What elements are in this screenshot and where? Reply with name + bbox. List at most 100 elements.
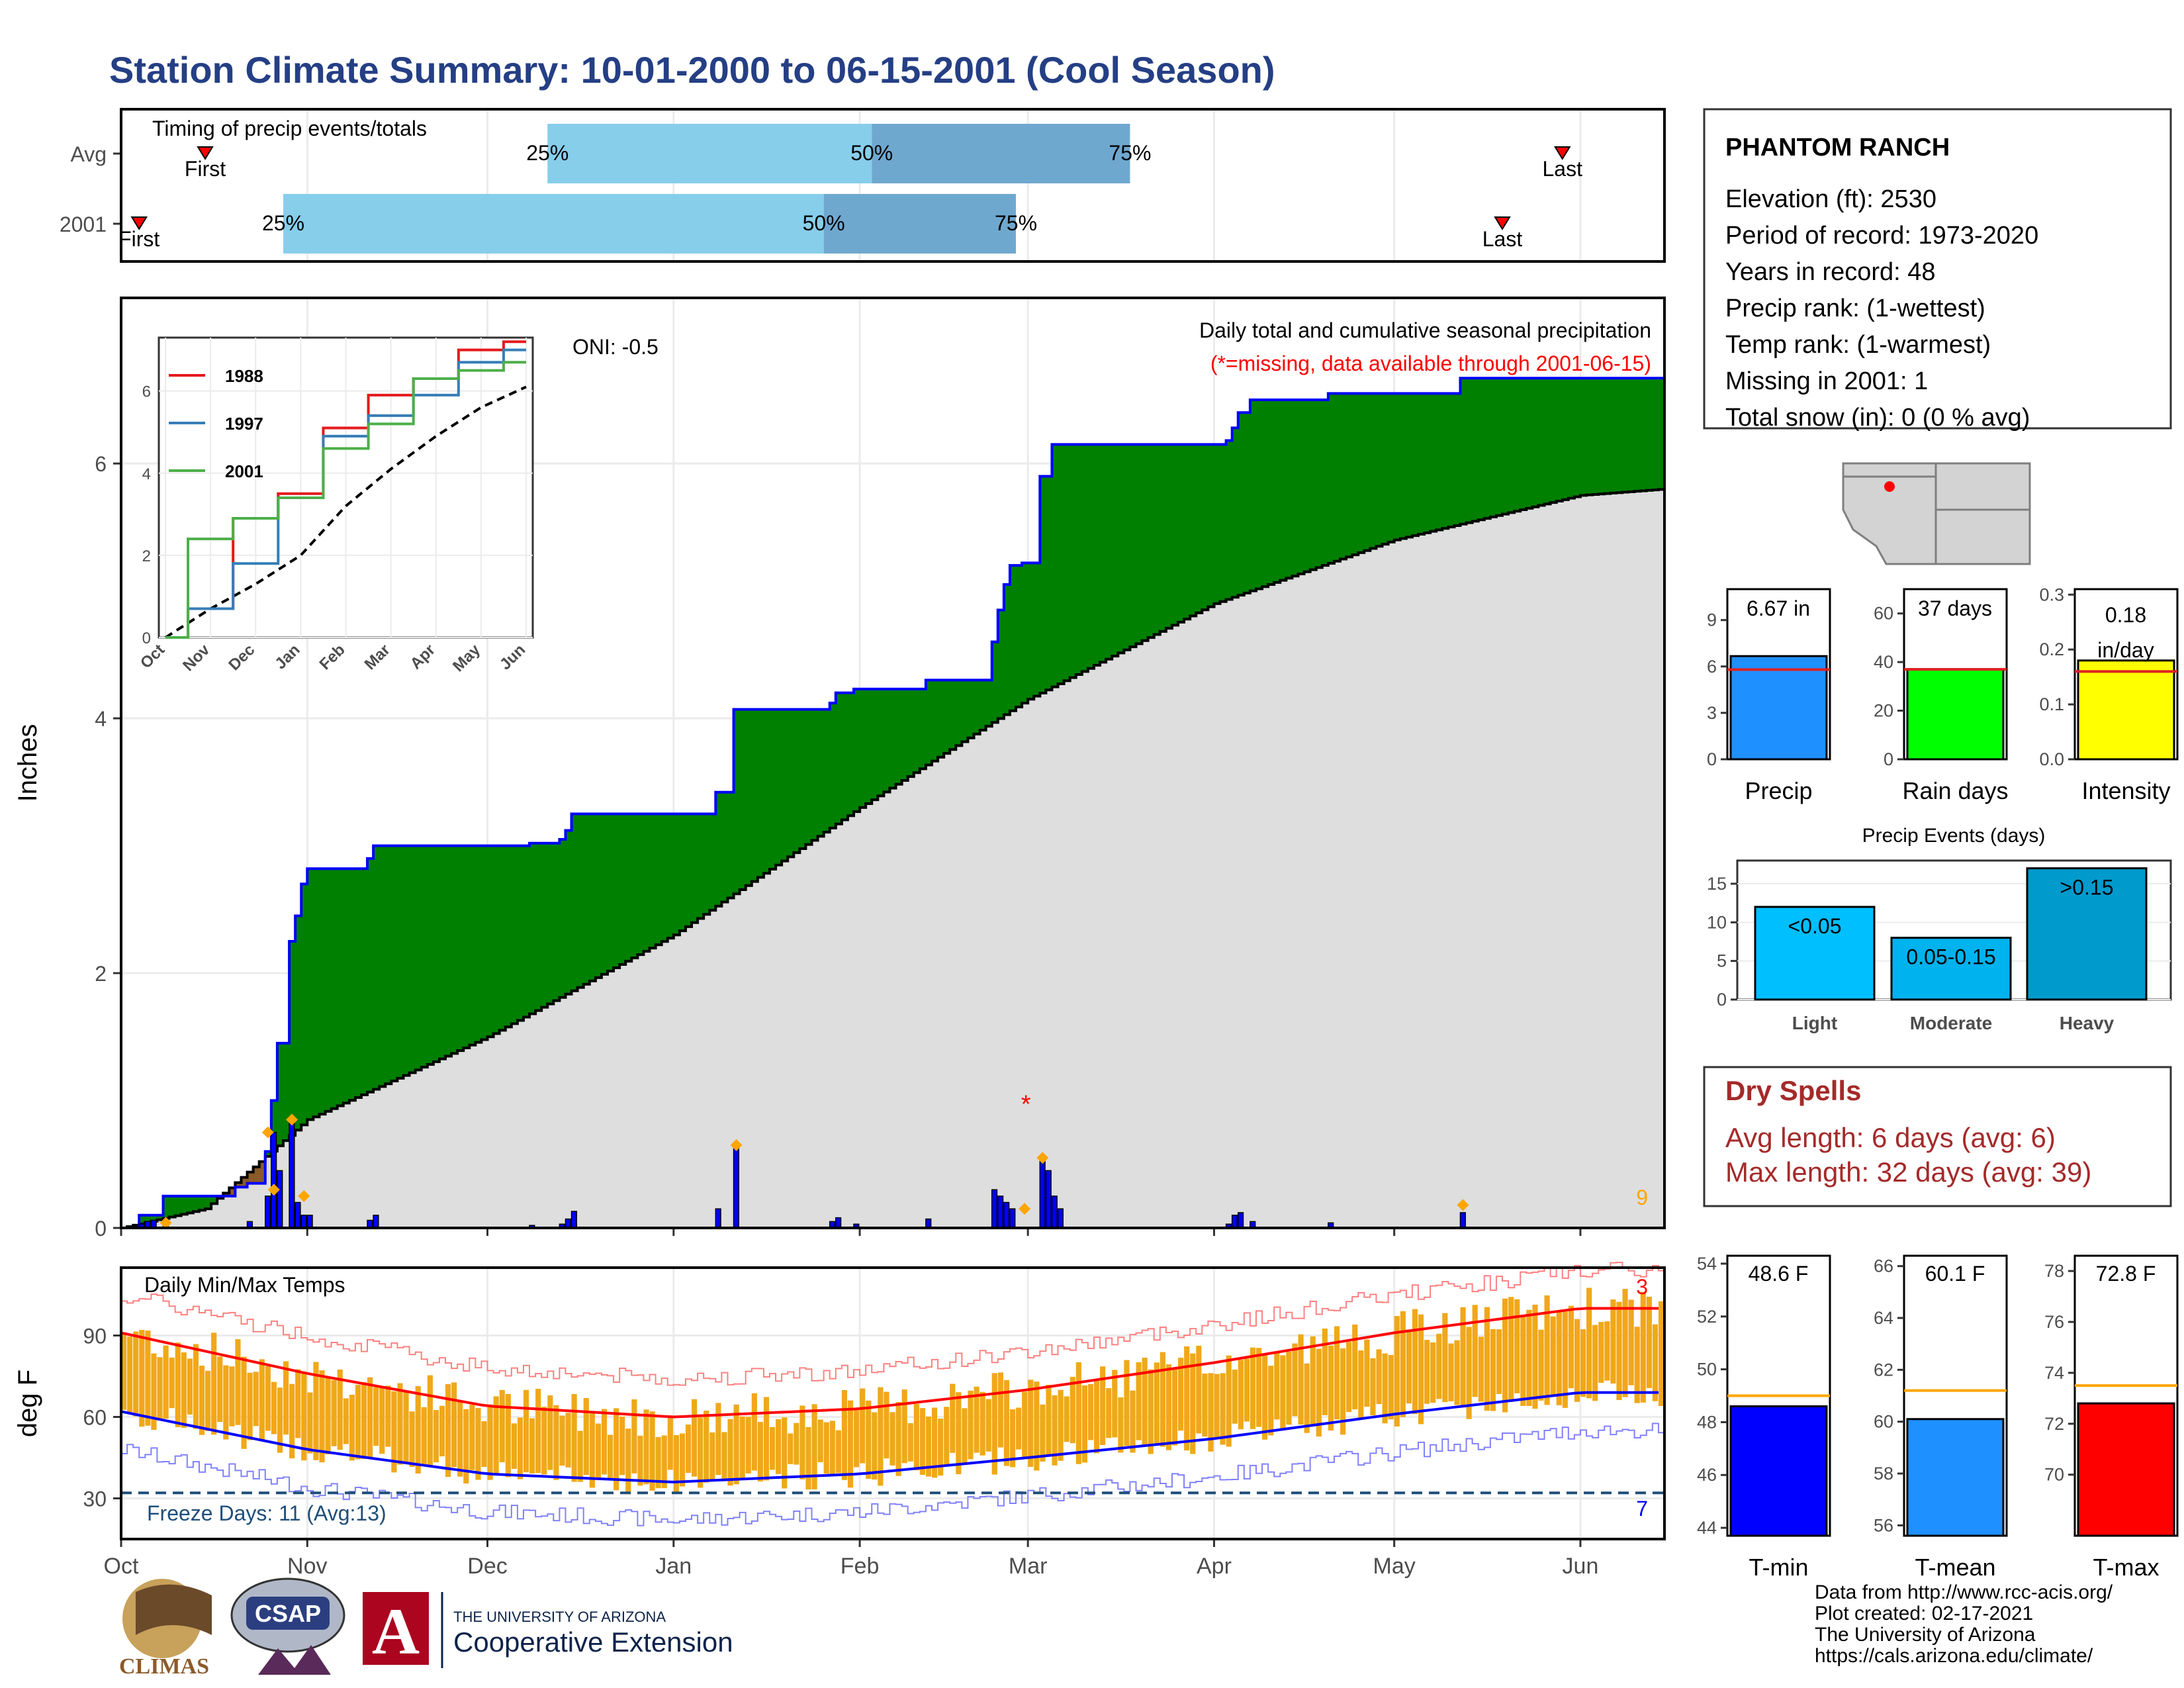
last-label: Last bbox=[1543, 157, 1583, 181]
bar-ytick-label: 56 bbox=[1874, 1515, 1893, 1535]
station-line: Temp rank: (1-warmest) bbox=[1725, 331, 1991, 359]
daily-temp-bar bbox=[968, 1390, 974, 1460]
precip-ytick-label: 6 bbox=[95, 452, 107, 476]
daily-temp-bar bbox=[1165, 1364, 1172, 1450]
precip-rank-diamond bbox=[730, 1139, 743, 1151]
daily-temp-bar bbox=[553, 1405, 559, 1480]
inset-series-line bbox=[165, 348, 526, 639]
timing-pct-label: 75% bbox=[995, 211, 1037, 235]
daily-temp-bar bbox=[601, 1409, 608, 1475]
daily-temp-bar bbox=[769, 1427, 776, 1470]
dry-box-border bbox=[1703, 1066, 2172, 1207]
daily-temp-bar bbox=[313, 1362, 319, 1460]
bar-value-label: 6.67 in bbox=[1747, 596, 1810, 620]
daily-temp-bar bbox=[133, 1331, 139, 1417]
bar-ytick-label: 64 bbox=[1874, 1308, 1893, 1328]
bar-ytick-label: 70 bbox=[2044, 1465, 2064, 1485]
daily-temp-bar bbox=[379, 1386, 385, 1454]
daily-temp-bar bbox=[349, 1394, 355, 1461]
bar-label: T-min bbox=[1749, 1554, 1809, 1581]
daily-temp-bar bbox=[944, 1407, 950, 1466]
station-line: Missing in 2001: 1 bbox=[1725, 367, 1928, 395]
daily-temp-bar bbox=[1352, 1324, 1358, 1410]
daily-temp-bar bbox=[985, 1399, 991, 1452]
bar-ytick-label: 72 bbox=[2044, 1414, 2064, 1434]
daily-precip-bar bbox=[991, 1189, 998, 1229]
daily-temp-bar bbox=[301, 1372, 307, 1461]
climas-logo-text: CLIMAS bbox=[119, 1654, 209, 1679]
daily-precip-bar bbox=[1003, 1201, 1010, 1229]
timing-pct-label: 50% bbox=[850, 141, 893, 165]
daily-temp-bar bbox=[1220, 1373, 1226, 1445]
daily-temp-bar bbox=[175, 1342, 181, 1427]
footer-line: Plot created: 02-17-2021 bbox=[1815, 1603, 2033, 1624]
bar-label: Rain days bbox=[1902, 777, 2008, 804]
bar-ytick-label: 9 bbox=[1707, 610, 1717, 630]
region-map bbox=[1842, 462, 2031, 565]
daily-temp-bar bbox=[733, 1404, 739, 1485]
daily-temp-bar bbox=[1280, 1355, 1286, 1429]
daily-temp-bar bbox=[535, 1389, 541, 1474]
daily-temp-bar bbox=[679, 1433, 686, 1487]
record-high-count: 3 bbox=[1636, 1275, 1648, 1299]
daily-temp-bar bbox=[1478, 1336, 1484, 1402]
daily-temp-bar bbox=[1466, 1327, 1472, 1419]
daily-temp-bar bbox=[343, 1398, 349, 1444]
daily-temp-bar bbox=[163, 1345, 169, 1419]
daily-temp-bar bbox=[1009, 1409, 1016, 1468]
daily-temp-bar bbox=[1382, 1353, 1388, 1424]
daily-temp-bar bbox=[1436, 1333, 1442, 1399]
inset-ytick-label: 6 bbox=[142, 383, 151, 401]
daily-temp-bar bbox=[607, 1434, 614, 1480]
daily-temp-bar bbox=[577, 1430, 583, 1482]
daily-temp-bar bbox=[637, 1435, 643, 1486]
bar-ytick-label: 3 bbox=[1707, 703, 1717, 723]
record-low-count: 7 bbox=[1636, 1497, 1648, 1521]
event-bar-label: 0.05-0.15 bbox=[1906, 945, 1995, 969]
event-bar bbox=[1754, 906, 1876, 1001]
month-label: Apr bbox=[1197, 1554, 1232, 1579]
csap-logo-mountain bbox=[258, 1645, 331, 1675]
bar-ytick-label: 76 bbox=[2044, 1312, 2064, 1332]
daily-temp-bar bbox=[415, 1385, 421, 1474]
daily-precip-bar bbox=[1045, 1170, 1052, 1229]
daily-temp-bar bbox=[1058, 1389, 1064, 1461]
bar-ytick-label: 58 bbox=[1874, 1464, 1893, 1483]
precip-rank-diamond bbox=[159, 1217, 172, 1229]
daily-temp-bar bbox=[956, 1392, 962, 1475]
daily-temp-bar bbox=[1658, 1301, 1664, 1406]
daily-temp-bar bbox=[704, 1410, 709, 1483]
daily-temp-bar bbox=[1568, 1305, 1574, 1389]
bar-ytick-label: 60 bbox=[1874, 604, 1893, 624]
daily-temp-bar bbox=[854, 1409, 860, 1468]
daily-temp-bar bbox=[505, 1393, 511, 1477]
daily-temp-bar bbox=[445, 1383, 451, 1477]
last-label: Last bbox=[1482, 227, 1523, 251]
station-location-marker bbox=[1884, 481, 1895, 492]
daily-precip-bar bbox=[1057, 1208, 1064, 1229]
bar-ytick-label: 0 bbox=[1884, 749, 1893, 769]
daily-temp-bar bbox=[373, 1387, 379, 1446]
daily-temp-bar bbox=[145, 1331, 151, 1426]
inset-average-line bbox=[164, 385, 527, 639]
daily-temp-bar bbox=[847, 1400, 854, 1488]
first-marker bbox=[197, 146, 214, 160]
daily-temp-bar bbox=[619, 1417, 625, 1476]
bar-label: Intensity bbox=[2081, 777, 2170, 804]
daily-precip-bar bbox=[715, 1208, 721, 1229]
station-line: Total snow (in): 0 (0 % avg) bbox=[1725, 404, 2030, 432]
daily-temp-bar bbox=[1178, 1358, 1184, 1431]
daily-temp-bar bbox=[1484, 1307, 1490, 1411]
bar-ytick-label: 52 bbox=[1697, 1307, 1717, 1327]
daily-temp-bar bbox=[193, 1344, 199, 1429]
daily-temp-bar bbox=[1196, 1345, 1202, 1434]
month-label: Oct bbox=[104, 1554, 139, 1579]
daily-temp-bar bbox=[1622, 1289, 1628, 1397]
daily-temp-bar bbox=[1028, 1380, 1034, 1467]
inset-ytick-label: 2 bbox=[142, 547, 151, 565]
daily-temp-bar bbox=[1226, 1355, 1232, 1447]
daily-temp-bar bbox=[1526, 1309, 1532, 1406]
dry-max: Max length: 32 days (avg: 39) bbox=[1725, 1156, 2091, 1188]
daily-temp-bar bbox=[1069, 1376, 1075, 1444]
